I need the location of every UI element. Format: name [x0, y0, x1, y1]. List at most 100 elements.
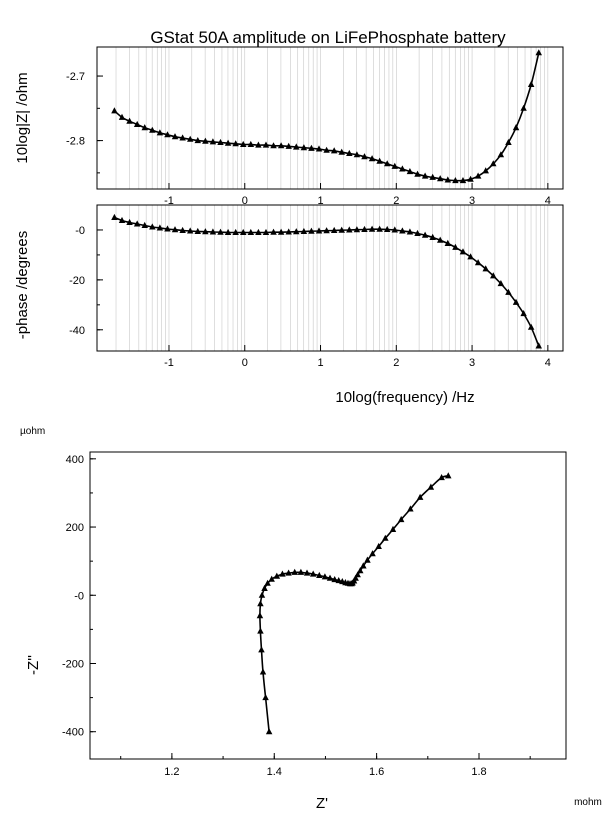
phase-data-point — [323, 227, 330, 234]
nyquist-x-tick-label: 1.4 — [267, 766, 282, 778]
nyquist-data-point — [357, 567, 364, 574]
magnitude-data-point — [482, 167, 489, 174]
nyquist-data-point — [303, 569, 311, 576]
magnitude-data-point — [474, 172, 482, 179]
nyquist-axis-ticks: 1.2 1.4 1.6 1.8 400 200 -0 -200 -400 — [62, 454, 531, 778]
magnitude-data-point — [171, 133, 179, 140]
phase-data-point — [452, 243, 459, 250]
phase-data-point — [111, 213, 118, 220]
phase-data-point — [164, 225, 171, 232]
magnitude-data-point — [111, 107, 118, 114]
nyquist-data-point — [256, 612, 264, 619]
phase-data-point — [346, 226, 353, 233]
nyquist-data-point — [438, 474, 445, 481]
phase-data-point — [414, 229, 421, 236]
phase-data-point — [133, 220, 141, 227]
phase-data-point — [467, 253, 474, 260]
magnitude-data-point — [141, 124, 148, 131]
nyquist-x-unit-label: mohm — [574, 797, 602, 808]
nyquist-curve — [256, 472, 452, 735]
magnitude-data-point — [421, 172, 429, 179]
phase-data-point — [277, 228, 285, 235]
phase-data-point — [255, 228, 262, 235]
nyquist-plot-frame — [89, 451, 567, 760]
phase-data-point — [444, 239, 452, 246]
nyquist-data-point — [264, 579, 271, 586]
phase-x-tick-label: 2 — [393, 357, 399, 369]
nyquist-data-point — [309, 570, 317, 577]
phase-data-point — [368, 225, 376, 232]
nyquist-data-point — [297, 568, 305, 575]
nyquist-series-line — [259, 475, 449, 732]
magnitude-data-point — [187, 135, 194, 142]
phase-data-point — [156, 224, 164, 231]
phase-data-point — [353, 226, 361, 233]
phase-x-tick-label: -1 — [164, 357, 174, 369]
magnitude-data-point — [118, 113, 126, 120]
phase-data-point — [429, 233, 436, 240]
nyquist-data-point — [382, 534, 389, 541]
phase-data-point — [126, 218, 133, 225]
magnitude-data-point — [384, 160, 391, 167]
bode-magnitude-chart: -1 0 1 2 3 4 -2.7 -2.8 GStat 50A amplitude on L… — [14, 28, 564, 207]
phase-data-point — [285, 228, 292, 235]
nyquist-y-tick-label: -200 — [62, 658, 84, 670]
nyquist-data-point — [375, 542, 382, 549]
magnitude-data-point — [353, 151, 361, 158]
magnitude-data-point — [505, 138, 512, 145]
nyquist-data-point — [369, 550, 376, 557]
phase-data-point — [270, 228, 277, 235]
magnitude-data-point — [429, 173, 436, 180]
phase-data-point — [141, 221, 148, 228]
nyquist-y-tick-label: 400 — [66, 454, 84, 466]
phase-data-point — [232, 228, 239, 235]
nyquist-data-point — [261, 584, 268, 591]
magnitude-data-point — [497, 151, 505, 158]
phase-data-point — [376, 225, 383, 232]
magnitude-data-point — [323, 146, 330, 153]
phase-data-point — [118, 216, 126, 223]
phase-data-point — [399, 227, 406, 234]
magnitude-data-point — [361, 153, 368, 160]
phase-data-point — [459, 248, 467, 255]
phase-data-point — [527, 323, 535, 330]
phase-data-point — [421, 231, 429, 238]
nyquist-data-point — [360, 562, 367, 569]
phase-data-point — [338, 226, 345, 233]
phase-y-axis-label: -phase /degrees — [14, 231, 31, 339]
nyquist-data-point — [398, 515, 405, 523]
nyquist-x-tick-label: 1.6 — [369, 766, 384, 778]
magnitude-data-point — [527, 80, 535, 87]
phase-data-point — [391, 226, 398, 233]
nyquist-data-point — [258, 646, 265, 653]
phase-data-point — [497, 280, 505, 287]
magnitude-plot-frame — [96, 46, 564, 190]
magnitude-data-point — [293, 143, 300, 150]
nyquist-data-point — [416, 493, 424, 500]
phase-data-point — [474, 259, 482, 266]
nyquist-data-point — [268, 575, 275, 582]
nyquist-data-point — [279, 570, 286, 577]
magnitude-x-tick-label: 2 — [393, 195, 399, 207]
nyquist-data-point — [285, 569, 292, 576]
magnitude-x-tick-label: 1 — [317, 195, 323, 207]
magnitude-x-tick-label: 4 — [545, 195, 551, 207]
phase-data-point — [217, 228, 224, 235]
frequency-x-axis-label: 10log(frequency) /Hz — [335, 389, 474, 406]
phase-data-point — [194, 227, 201, 234]
phase-data-point — [330, 226, 338, 233]
phase-x-tick-label: 0 — [242, 357, 248, 369]
magnitude-data-point — [330, 147, 338, 154]
magnitude-data-point — [437, 175, 444, 182]
magnitude-data-point — [490, 160, 497, 167]
magnitude-data-point — [406, 168, 414, 175]
nyquist-chart: 1.2 1.4 1.6 1.8 400 200 -0 -200 -400 µohm -Z'' Z… — [20, 426, 602, 812]
magnitude-y-axis-label: 10log|Z| /ohm — [14, 72, 31, 163]
magnitude-data-point — [179, 134, 186, 141]
magnitude-y-tick-label: -2.8 — [66, 136, 85, 148]
phase-data-point — [247, 228, 255, 235]
nyquist-data-point — [326, 574, 334, 581]
nyquist-data-point — [273, 572, 281, 579]
magnitude-y-tick-label: -2.7 — [66, 71, 85, 83]
